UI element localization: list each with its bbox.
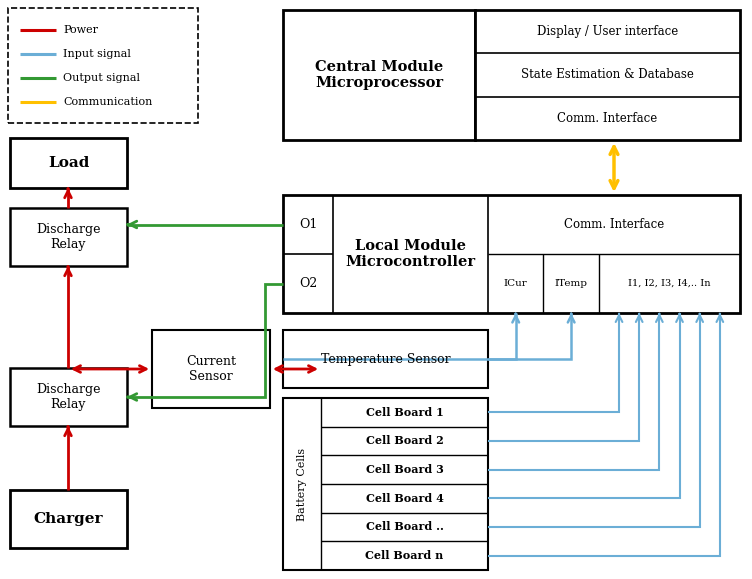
Text: Current
Sensor: Current Sensor bbox=[186, 355, 236, 383]
Text: Temperature Sensor: Temperature Sensor bbox=[320, 353, 450, 365]
FancyBboxPatch shape bbox=[8, 8, 198, 123]
Text: Discharge
Relay: Discharge Relay bbox=[36, 223, 101, 251]
Text: Battery Cells: Battery Cells bbox=[297, 448, 307, 521]
FancyBboxPatch shape bbox=[10, 208, 127, 266]
Text: Local Module
Microcontroller: Local Module Microcontroller bbox=[345, 239, 475, 269]
Text: I1, I2, I3, I4,.. In: I1, I2, I3, I4,.. In bbox=[628, 279, 711, 288]
Text: Discharge
Relay: Discharge Relay bbox=[36, 383, 101, 411]
FancyBboxPatch shape bbox=[10, 368, 127, 426]
Text: O2: O2 bbox=[299, 277, 317, 290]
FancyBboxPatch shape bbox=[283, 10, 475, 140]
Text: Cell Board 4: Cell Board 4 bbox=[365, 493, 444, 504]
Text: Load: Load bbox=[48, 156, 89, 170]
Text: Cell Board 3: Cell Board 3 bbox=[365, 464, 444, 475]
FancyBboxPatch shape bbox=[152, 330, 270, 408]
FancyBboxPatch shape bbox=[283, 195, 740, 313]
FancyBboxPatch shape bbox=[283, 398, 488, 570]
Text: ICur: ICur bbox=[504, 279, 528, 288]
Text: Input signal: Input signal bbox=[63, 49, 131, 59]
FancyBboxPatch shape bbox=[283, 330, 488, 388]
Text: Comm. Interface: Comm. Interface bbox=[557, 112, 658, 125]
FancyBboxPatch shape bbox=[10, 138, 127, 188]
FancyBboxPatch shape bbox=[10, 490, 127, 548]
Text: Cell Board 2: Cell Board 2 bbox=[365, 435, 444, 446]
FancyBboxPatch shape bbox=[475, 10, 740, 140]
Text: Comm. Interface: Comm. Interface bbox=[564, 218, 664, 231]
Text: Output signal: Output signal bbox=[63, 73, 140, 83]
Text: ITemp: ITemp bbox=[555, 279, 587, 288]
Text: Display / User interface: Display / User interface bbox=[537, 25, 678, 38]
Text: Cell Board n: Cell Board n bbox=[365, 550, 444, 561]
Text: Cell Board 1: Cell Board 1 bbox=[365, 407, 444, 418]
Text: State Estimation & Database: State Estimation & Database bbox=[521, 68, 694, 82]
Text: Communication: Communication bbox=[63, 97, 153, 107]
Text: Cell Board ..: Cell Board .. bbox=[365, 522, 444, 533]
Text: Charger: Charger bbox=[34, 512, 103, 526]
Text: O1: O1 bbox=[299, 218, 317, 231]
Text: Power: Power bbox=[63, 25, 98, 35]
Text: Central Module
Microprocessor: Central Module Microprocessor bbox=[315, 60, 443, 90]
